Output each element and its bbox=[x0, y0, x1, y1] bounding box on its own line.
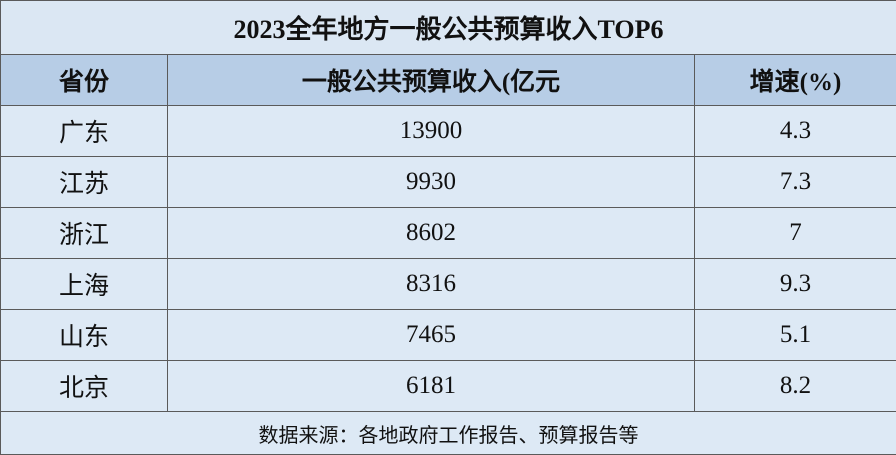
data-cell: 8.2 bbox=[695, 361, 896, 412]
title-row: 2023全年地方一般公共预算收入TOP6 bbox=[1, 1, 896, 55]
data-cell: 8316 bbox=[168, 259, 695, 310]
footer-note: 数据来源：各地政府工作报告、预算报告等 bbox=[1, 412, 896, 455]
data-cell: 7 bbox=[695, 208, 896, 259]
data-cell: 浙江 bbox=[1, 208, 168, 259]
header-cell: 省份 bbox=[1, 55, 168, 106]
data-cell: 6181 bbox=[168, 361, 695, 412]
header-row: 省份 一般公共预算收入(亿元 增速(%) bbox=[1, 55, 896, 106]
data-cell: 7.3 bbox=[695, 157, 896, 208]
data-cell: 13900 bbox=[168, 106, 695, 157]
data-cell: 山东 bbox=[1, 310, 168, 361]
data-cell: 8602 bbox=[168, 208, 695, 259]
footer-row: 数据来源：各地政府工作报告、预算报告等 bbox=[1, 412, 896, 455]
data-cell: 江苏 bbox=[1, 157, 168, 208]
data-cell: 北京 bbox=[1, 361, 168, 412]
header-cell: 一般公共预算收入(亿元 bbox=[168, 55, 695, 106]
data-cell: 4.3 bbox=[695, 106, 896, 157]
data-cell: 9930 bbox=[168, 157, 695, 208]
data-cell: 广东 bbox=[1, 106, 168, 157]
table-title: 2023全年地方一般公共预算收入TOP6 bbox=[1, 1, 896, 55]
data-cell: 5.1 bbox=[695, 310, 896, 361]
data-cell: 9.3 bbox=[695, 259, 896, 310]
data-cell: 上海 bbox=[1, 259, 168, 310]
data-cell: 7465 bbox=[168, 310, 695, 361]
header-cell: 增速(%) bbox=[695, 55, 896, 106]
